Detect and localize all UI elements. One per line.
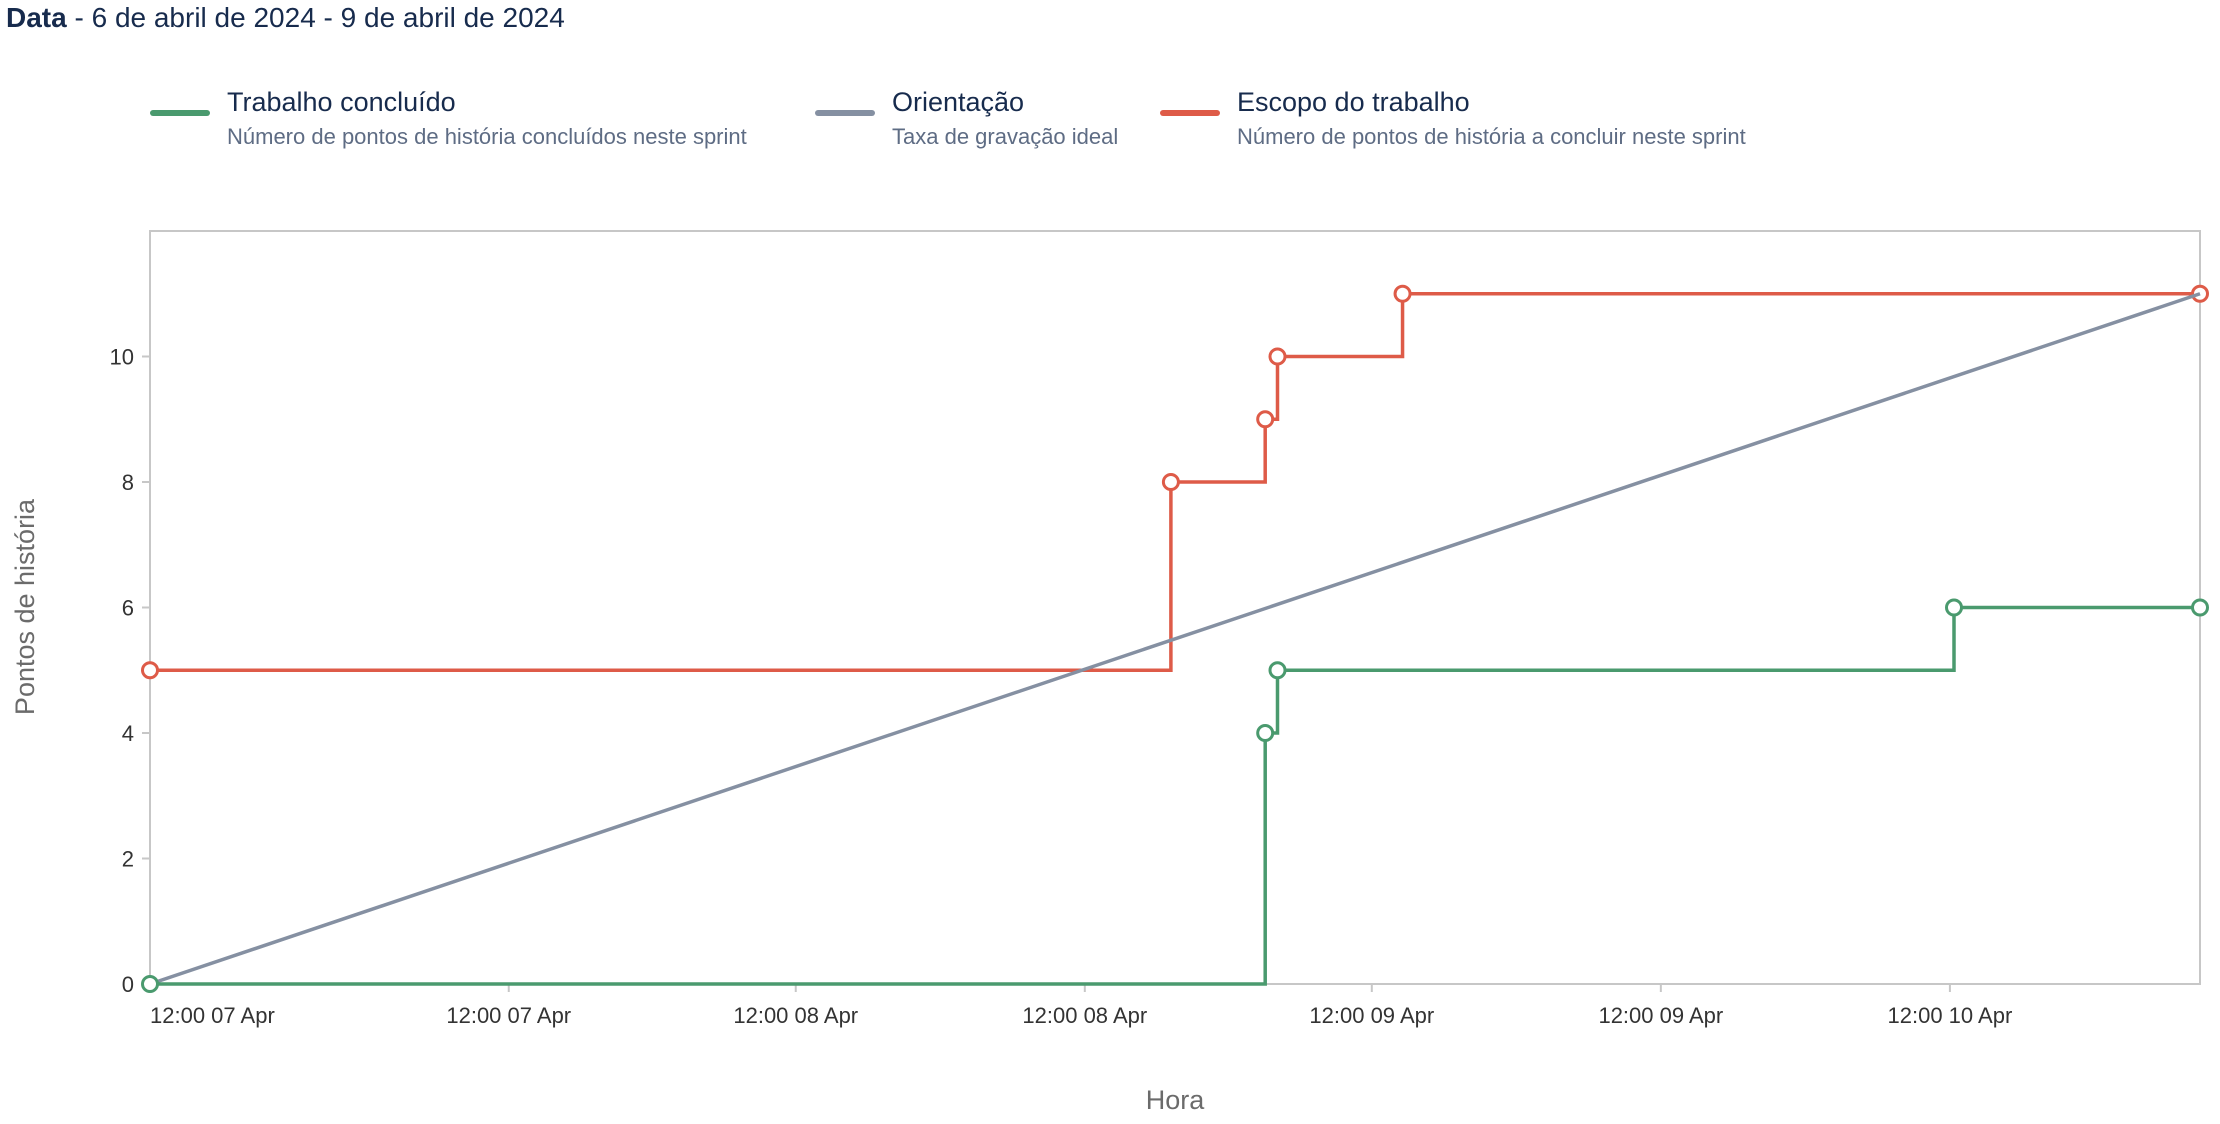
date-range-text: - 6 de abril de 2024 - 9 de abril de 202…	[66, 2, 565, 33]
date-range-header: Data - 6 de abril de 2024 - 9 de abril d…	[6, 2, 565, 34]
legend-description-scope: Número de pontos de história a concluir …	[1237, 124, 1746, 149]
chart-series	[141, 284, 2209, 993]
data-point-trabalho-concluido[interactable]	[1945, 598, 1963, 617]
legend-item-completed[interactable]: Trabalho concluído Número de pontos de h…	[150, 84, 747, 154]
data-point-escopo-do-trabalho[interactable]	[1393, 284, 1412, 303]
y-axis-title: Pontos de história	[10, 498, 40, 715]
legend-title-completed: Trabalho concluído	[227, 87, 456, 117]
series-line-orientacao	[149, 292, 2201, 986]
x-tick-label: 12:00 10 Apr	[1888, 1003, 2013, 1028]
data-point-escopo-do-trabalho[interactable]	[1268, 347, 1287, 366]
x-tick-label: 12:00 08 Apr	[1022, 1003, 1147, 1028]
x-tick-label: 12:00 09 Apr	[1309, 1003, 1434, 1028]
x-tick-label: 12:00 07 Apr	[446, 1003, 571, 1028]
data-point-trabalho-concluido[interactable]	[2191, 598, 2209, 617]
legend-swatch-scope	[1160, 110, 1220, 116]
x-axis-ticks: 12:00 07 Apr 12:00 07 Apr 12:00 08 Apr 12:0…	[149, 984, 2013, 1028]
x-tick-label: 12:00 09 Apr	[1598, 1003, 1723, 1028]
legend-item-scope[interactable]: Escopo do trabalho Número de pontos de h…	[1160, 84, 1746, 154]
y-tick-label: 2	[122, 847, 134, 872]
data-point-escopo-do-trabalho[interactable]	[1161, 473, 1180, 491]
plot-area	[149, 230, 2201, 985]
data-point-trabalho-concluido[interactable]	[1268, 661, 1287, 680]
data-point-trabalho-concluido[interactable]	[1256, 724, 1275, 742]
legend-item-guideline[interactable]: Orientação Taxa de gravação ideal	[815, 84, 1118, 154]
date-label: Data	[6, 2, 67, 33]
x-tick-label: 12:00 07 Apr	[150, 1003, 275, 1028]
data-point-escopo-do-trabalho[interactable]	[1256, 410, 1275, 429]
legend-title-scope: Escopo do trabalho	[1237, 87, 1470, 117]
y-tick-label: 8	[122, 470, 134, 495]
legend-description-completed: Número de pontos de história concluídos …	[227, 124, 747, 149]
y-tick-label: 0	[122, 972, 134, 997]
legend-description-guideline: Taxa de gravação ideal	[892, 124, 1119, 149]
legend-swatch-completed	[150, 110, 210, 116]
data-point-trabalho-concluido[interactable]	[141, 975, 159, 993]
y-tick-label: 6	[122, 596, 134, 621]
legend-swatch-guideline	[815, 110, 875, 116]
data-point-escopo-do-trabalho[interactable]	[141, 661, 159, 680]
y-tick-label: 10	[110, 345, 134, 370]
y-tick-label: 4	[122, 721, 134, 746]
legend-title-guideline: Orientação	[892, 87, 1025, 117]
x-axis-title: Hora	[1146, 1085, 1206, 1115]
x-tick-label: 12:00 08 Apr	[733, 1003, 858, 1028]
series-line-trabalho-concluido	[150, 605, 2200, 986]
y-axis-ticks: 0 2 4 6 8 10	[110, 345, 150, 997]
